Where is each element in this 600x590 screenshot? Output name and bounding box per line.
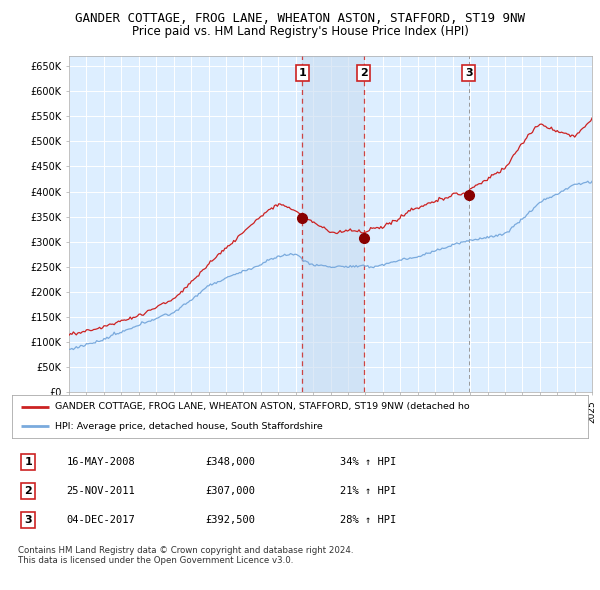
Text: £307,000: £307,000 [205, 486, 255, 496]
Text: GANDER COTTAGE, FROG LANE, WHEATON ASTON, STAFFORD, ST19 9NW (detached ho: GANDER COTTAGE, FROG LANE, WHEATON ASTON… [55, 402, 470, 411]
Text: 1: 1 [24, 457, 32, 467]
Bar [302, 56, 364, 392]
Text: 3: 3 [465, 68, 473, 78]
Text: Contains HM Land Registry data © Crown copyright and database right 2024.
This d: Contains HM Land Registry data © Crown c… [18, 546, 353, 565]
Text: Price paid vs. HM Land Registry's House Price Index (HPI): Price paid vs. HM Land Registry's House … [131, 25, 469, 38]
Text: 34% ↑ HPI: 34% ↑ HPI [340, 457, 397, 467]
Text: £348,000: £348,000 [205, 457, 255, 467]
Text: GANDER COTTAGE, FROG LANE, WHEATON ASTON, STAFFORD, ST19 9NW: GANDER COTTAGE, FROG LANE, WHEATON ASTON… [75, 12, 525, 25]
Text: 04-DEC-2017: 04-DEC-2017 [67, 516, 136, 525]
Text: HPI: Average price, detached house, South Staffordshire: HPI: Average price, detached house, Sout… [55, 422, 323, 431]
Text: 2: 2 [360, 68, 368, 78]
Text: 3: 3 [25, 516, 32, 525]
Text: 1: 1 [298, 68, 306, 78]
Text: 28% ↑ HPI: 28% ↑ HPI [340, 516, 397, 525]
Text: 21% ↑ HPI: 21% ↑ HPI [340, 486, 397, 496]
Text: £392,500: £392,500 [205, 516, 255, 525]
Text: 25-NOV-2011: 25-NOV-2011 [67, 486, 136, 496]
Text: 16-MAY-2008: 16-MAY-2008 [67, 457, 136, 467]
Text: 2: 2 [24, 486, 32, 496]
